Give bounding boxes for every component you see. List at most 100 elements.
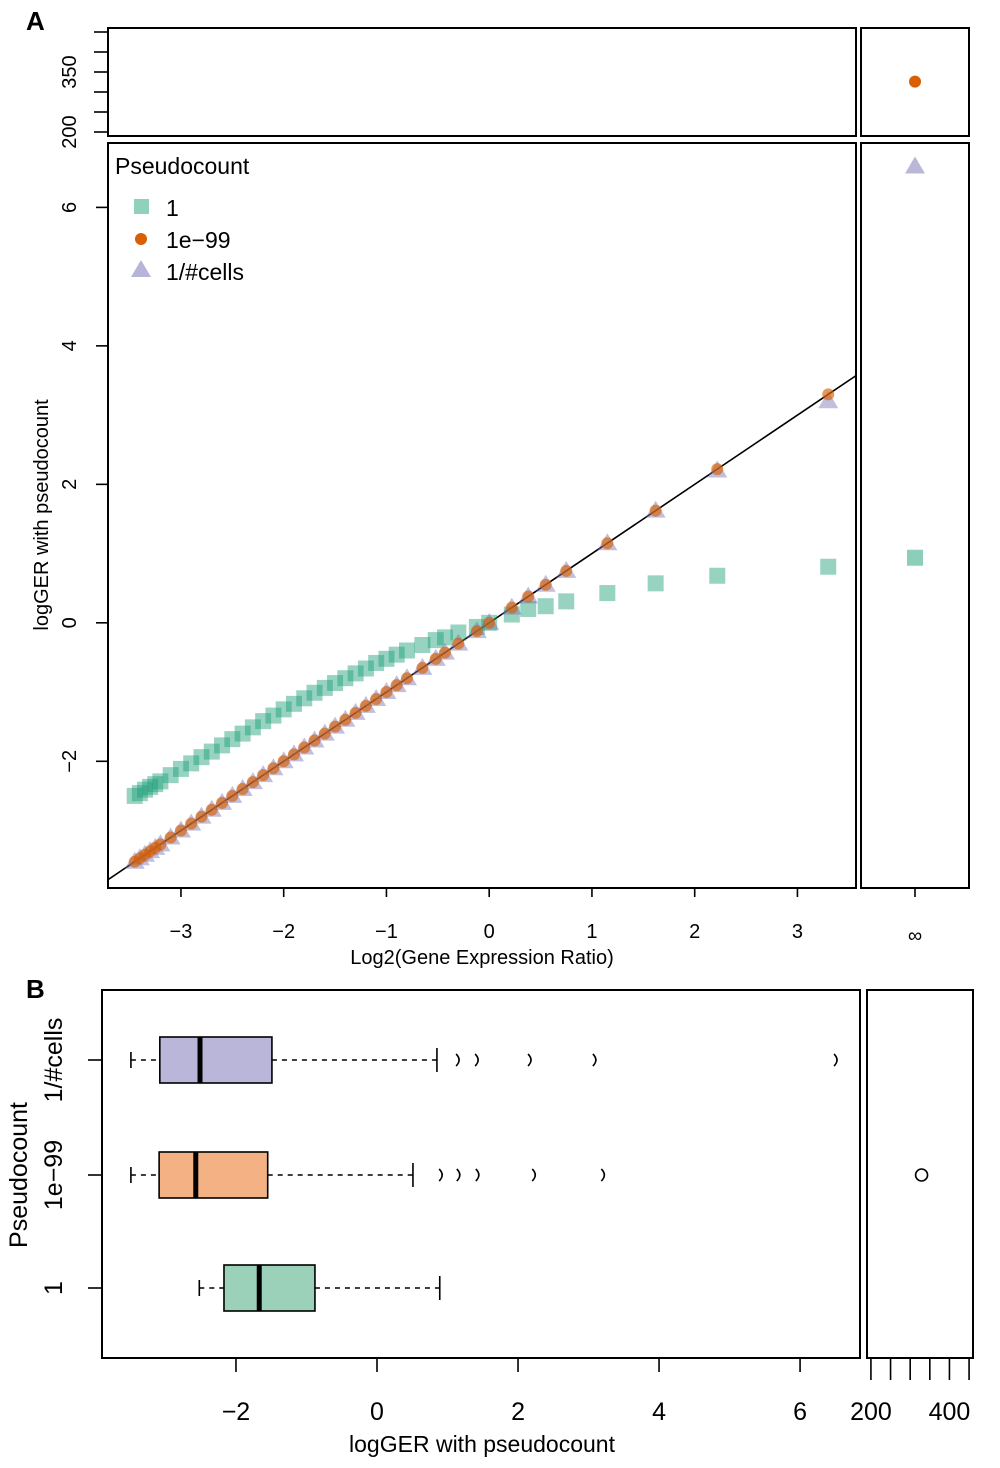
point-square [285, 695, 302, 712]
x-tick-label: 1 [586, 921, 597, 943]
point-square [337, 670, 354, 687]
outlier-point-right [914, 1168, 929, 1182]
outlier-point [438, 1168, 443, 1182]
outlier-point [474, 1053, 479, 1067]
point-square [306, 684, 323, 701]
point-circle [649, 504, 662, 517]
outlier-point [455, 1053, 460, 1067]
point-square [520, 600, 537, 617]
point-circle [298, 741, 311, 754]
panel-b-right-frame [866, 989, 974, 1359]
panel-a-upper-inf-frame [860, 27, 970, 137]
point-circle [390, 679, 403, 692]
box-0 [159, 1036, 273, 1084]
point-square [437, 629, 454, 646]
x-tick-label: −1 [375, 921, 398, 943]
panel-a-inf-frame [860, 142, 970, 889]
point-circle [185, 817, 198, 830]
box-1 [158, 1151, 269, 1199]
point-square [275, 701, 292, 718]
legend-circle-icon [135, 233, 147, 245]
point-circle [370, 692, 383, 705]
x-axis-label-b: logGER with pseudocount [349, 1431, 616, 1457]
panel-a-main-frame [107, 142, 857, 889]
point-square [368, 654, 385, 671]
upper-y-tick-label: 200 [59, 115, 81, 148]
point-square [224, 731, 241, 748]
x-tick-label: 2 [511, 1398, 525, 1426]
x-tick-label: −3 [170, 921, 193, 943]
x-tick-label: 0 [484, 921, 495, 943]
panel-a-upper-frame [107, 27, 857, 137]
point-square [820, 558, 837, 575]
point-circle [560, 564, 573, 577]
outlier-point [456, 1168, 461, 1182]
x-tick-label: 2 [689, 921, 700, 943]
legend-entry-cells: 1/#cells [166, 259, 244, 285]
y-tick-label: 2 [59, 479, 81, 490]
outlier-point [531, 1168, 537, 1182]
point-circle [164, 831, 177, 844]
legend-entry-1e-99: 1e−99 [166, 227, 231, 253]
point-circle [505, 601, 518, 614]
x-tick-label: −2 [222, 1398, 251, 1426]
point-circle [400, 672, 413, 685]
point-circle [318, 727, 331, 740]
point-circle [308, 734, 321, 747]
point-circle [246, 776, 259, 789]
point-square [398, 642, 415, 659]
point-square [388, 646, 405, 663]
point-square [172, 760, 189, 777]
point-square [327, 675, 344, 692]
point-square [647, 575, 664, 592]
y-tick-label: 0 [59, 617, 81, 628]
legend-triangle-icon [131, 260, 151, 277]
point-circle [452, 637, 465, 650]
point-infinity-circle [909, 75, 921, 88]
point-square [347, 665, 364, 682]
point-circle [416, 661, 429, 674]
point-circle [522, 590, 535, 603]
x-tick-label: 6 [793, 1398, 807, 1426]
point-square [357, 660, 374, 677]
point-circle [539, 578, 552, 591]
point-infinity-square [907, 549, 923, 566]
point-circle [216, 796, 229, 809]
point-square [427, 632, 444, 649]
point-infinity-triangle [905, 156, 925, 174]
point-square [599, 585, 616, 602]
point-square [183, 755, 200, 772]
y-axis-label-b: Pseudocount [5, 1102, 33, 1248]
x-tick-label: 3 [792, 921, 803, 943]
y-axis-label-a: logGER with pseudocount [31, 399, 53, 631]
point-square [244, 719, 261, 736]
point-circle [339, 713, 352, 726]
upper-y-tick-label: 350 [59, 55, 81, 88]
point-square [147, 776, 164, 793]
point-circle [277, 755, 290, 768]
point-square [378, 650, 395, 667]
point-circle [267, 762, 280, 775]
point-square [558, 593, 575, 610]
point-square [537, 598, 554, 615]
point-square [131, 785, 148, 802]
point-circle [195, 810, 208, 823]
legend: Pseudocount 1 1e−99 1/#cells [115, 153, 250, 285]
panel-b-main-frame [101, 989, 861, 1359]
legend-entry-1: 1 [166, 195, 179, 221]
x-tick-label: −2 [272, 921, 295, 943]
point-circle [380, 686, 393, 699]
point-square [126, 787, 143, 804]
point-circle [439, 646, 452, 659]
box-2 [223, 1264, 316, 1312]
point-circle [257, 769, 270, 782]
point-square [296, 690, 313, 707]
point-circle [483, 616, 496, 629]
point-square [193, 749, 210, 766]
point-square [255, 713, 272, 730]
point-circle [226, 789, 239, 802]
point-circle [154, 838, 167, 851]
outlier-point [833, 1053, 838, 1067]
point-square [265, 707, 282, 724]
